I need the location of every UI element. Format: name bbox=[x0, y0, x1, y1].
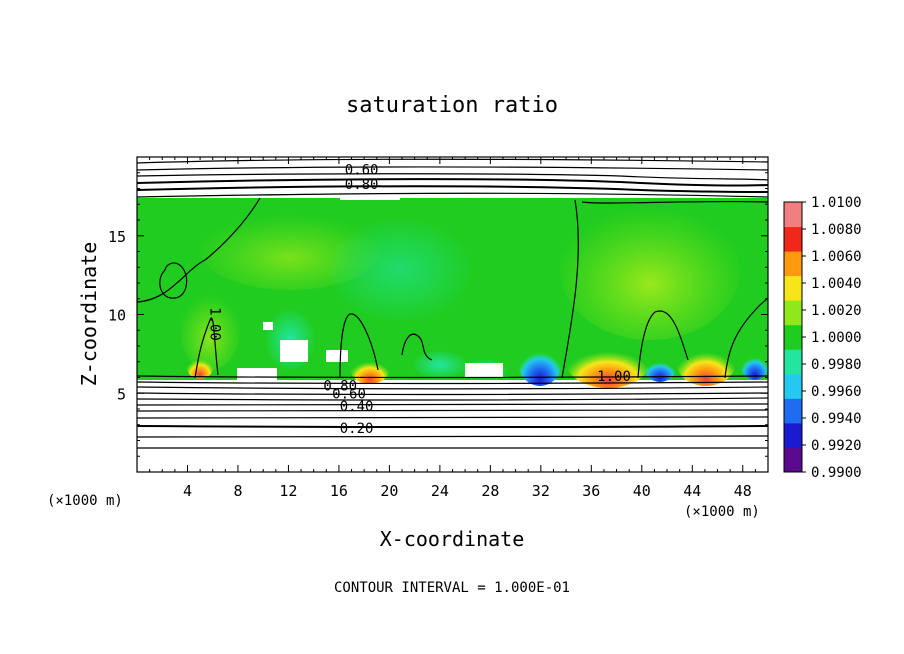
x-tick-label: 12 bbox=[279, 482, 297, 500]
x-tick-label: 48 bbox=[734, 482, 752, 500]
y-tick-label: 10 bbox=[108, 307, 126, 325]
contour-interval-footer: CONTOUR INTERVAL = 1.000E-01 bbox=[334, 580, 570, 596]
contour-label: 0.20 bbox=[340, 421, 374, 437]
chart-title: saturation ratio bbox=[346, 93, 558, 118]
x-tick-label: 32 bbox=[532, 482, 550, 500]
colorbar-label: 0.9940 bbox=[811, 411, 862, 427]
x-tick-label: 44 bbox=[683, 482, 701, 500]
colorbar-label: 1.0080 bbox=[811, 222, 862, 238]
y-axis: 5 10 15 bbox=[108, 172, 768, 457]
unsaturated-pocket bbox=[237, 368, 277, 380]
colorbar-label: 0.9980 bbox=[811, 357, 862, 373]
x-axis: 4 8 12 16 20 24 28 32 36 40 44 48 bbox=[149, 157, 756, 500]
colorbar-swatch bbox=[784, 373, 802, 399]
x-unit-right: (×1000 m) bbox=[684, 504, 760, 520]
warm-region bbox=[180, 290, 240, 370]
unsaturated-pocket bbox=[263, 322, 273, 330]
x-tick-label: 40 bbox=[633, 482, 651, 500]
x-unit-left: (×1000 m) bbox=[47, 493, 123, 509]
contour-label: 0.40 bbox=[340, 399, 374, 415]
x-tick-label: 20 bbox=[380, 482, 398, 500]
cold-cell bbox=[518, 338, 562, 386]
colorbar-label: 1.0100 bbox=[811, 195, 862, 211]
contour-labels: 0.600.801.001.000.800.600.400.20 bbox=[206, 163, 631, 437]
colorbar-swatch bbox=[784, 398, 802, 424]
warm-region bbox=[330, 220, 470, 320]
y-axis-label: Z-coordinate bbox=[77, 242, 101, 387]
colorbar-label: 0.9900 bbox=[811, 465, 862, 481]
hot-cell bbox=[566, 336, 650, 388]
colorbar-label: 0.9920 bbox=[811, 438, 862, 454]
colorbar-swatch bbox=[784, 251, 802, 277]
x-tick-label: 24 bbox=[431, 482, 449, 500]
colorbar: 1.0100 1.0080 1.0060 1.0040 1.0020 1.0000 0.99… bbox=[783, 195, 862, 481]
y-tick-label: 15 bbox=[108, 228, 126, 246]
contour-label: 0.80 bbox=[345, 177, 379, 193]
unsaturated-pocket bbox=[280, 340, 308, 362]
colorbar-swatch bbox=[784, 300, 802, 326]
contour-label: 0.80 bbox=[323, 378, 357, 394]
y-tick-label: 5 bbox=[117, 385, 126, 403]
colorbar-swatch bbox=[784, 226, 802, 252]
hot-cell bbox=[676, 338, 736, 386]
contour-label: 0.60 bbox=[332, 386, 366, 402]
warm-region bbox=[560, 200, 740, 340]
unsaturated-pocket bbox=[340, 195, 400, 200]
colorbar-swatch bbox=[784, 422, 802, 448]
x-tick-label: 16 bbox=[330, 482, 348, 500]
plot-field bbox=[137, 158, 768, 450]
cold-cell bbox=[414, 351, 466, 379]
unsaturated-pocket bbox=[326, 350, 348, 362]
colorbar-swatch bbox=[784, 324, 802, 350]
colorbar-swatch bbox=[784, 349, 802, 375]
colorbar-label: 1.0060 bbox=[811, 249, 862, 265]
unsaturated-pocket bbox=[465, 363, 503, 378]
colorbar-label: 1.0040 bbox=[811, 276, 862, 292]
colorbar-swatch bbox=[784, 202, 802, 228]
contour-label: 1.00 bbox=[206, 307, 222, 341]
colorbar-label: 1.0020 bbox=[811, 303, 862, 319]
x-axis-label: X-coordinate bbox=[380, 527, 525, 551]
cold-cell bbox=[644, 354, 676, 382]
warm-region bbox=[186, 351, 214, 379]
colorbar-label: 0.9960 bbox=[811, 384, 862, 400]
colorbar-swatch bbox=[784, 447, 802, 473]
x-tick-label: 8 bbox=[233, 482, 242, 500]
contour-label: 0.60 bbox=[345, 163, 379, 179]
hot-cell bbox=[350, 352, 390, 384]
x-tick-label: 36 bbox=[582, 482, 600, 500]
colorbar-label: 1.0000 bbox=[811, 330, 862, 346]
colorbar-swatch bbox=[784, 275, 802, 301]
x-tick-label: 4 bbox=[183, 482, 192, 500]
x-tick-label: 28 bbox=[481, 482, 499, 500]
cold-cell bbox=[741, 348, 768, 380]
contour-label: 1.00 bbox=[597, 369, 631, 385]
